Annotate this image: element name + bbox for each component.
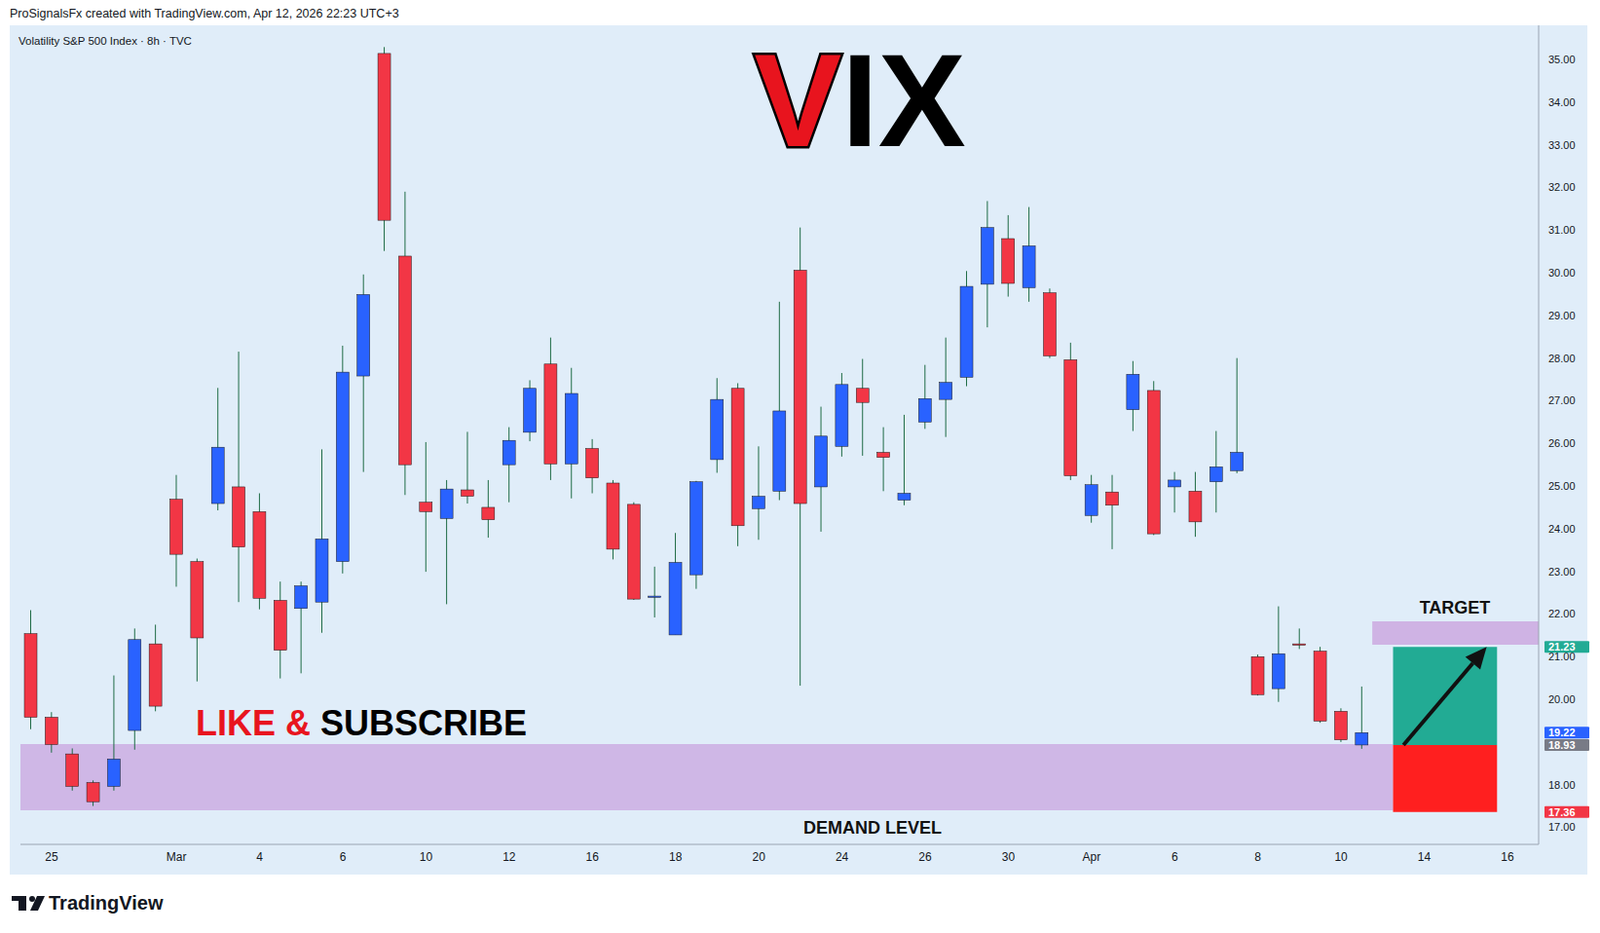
svg-text:26: 26 [918, 850, 932, 864]
svg-text:16: 16 [1500, 850, 1515, 864]
svg-text:10: 10 [419, 850, 434, 864]
svg-text:18.00: 18.00 [1548, 779, 1576, 791]
svg-text:22.00: 22.00 [1548, 607, 1576, 620]
svg-text:6: 6 [1171, 850, 1179, 864]
svg-text:25: 25 [44, 850, 59, 864]
svg-text:ProSignalsFx created with Trad: ProSignalsFx created with TradingView.co… [9, 6, 400, 21]
svg-text:32.00: 32.00 [1548, 181, 1576, 193]
svg-text:Volatility S&P 500 Index · 8h: Volatility S&P 500 Index · 8h · TVC [18, 35, 192, 47]
svg-text:31.00: 31.00 [1548, 223, 1576, 236]
svg-text:18: 18 [669, 850, 683, 864]
svg-text:Apr: Apr [1081, 850, 1101, 864]
svg-text:16: 16 [586, 850, 600, 864]
svg-text:19.22: 19.22 [1548, 726, 1576, 739]
svg-text:14: 14 [1417, 850, 1432, 864]
svg-text:21.23: 21.23 [1548, 640, 1576, 653]
svg-text:34.00: 34.00 [1548, 96, 1576, 109]
svg-text:30: 30 [1002, 850, 1016, 864]
svg-text:21.00: 21.00 [1548, 650, 1576, 663]
svg-text:20.00: 20.00 [1548, 693, 1576, 706]
svg-text:18.93: 18.93 [1548, 739, 1576, 751]
svg-text:26.00: 26.00 [1548, 437, 1576, 449]
svg-text:29.00: 29.00 [1548, 309, 1576, 322]
svg-text:17.36: 17.36 [1548, 806, 1576, 819]
svg-text:DEMAND LEVEL: DEMAND LEVEL [803, 818, 942, 838]
svg-text:35.00: 35.00 [1548, 53, 1576, 66]
svg-text:6: 6 [339, 850, 347, 864]
svg-text:33.00: 33.00 [1548, 139, 1576, 151]
svg-text:20: 20 [751, 850, 766, 864]
svg-text:TradingView: TradingView [48, 892, 164, 914]
svg-text:28.00: 28.00 [1548, 352, 1576, 365]
svg-text:LIKE & SUBSCRIBE: LIKE & SUBSCRIBE [195, 703, 527, 744]
svg-text:25.00: 25.00 [1548, 480, 1576, 492]
svg-text:TARGET: TARGET [1419, 597, 1491, 618]
svg-text:Mar: Mar [166, 850, 187, 864]
svg-text:8: 8 [1254, 850, 1262, 864]
svg-text:24.00: 24.00 [1548, 522, 1576, 535]
svg-text:12: 12 [502, 850, 517, 864]
svg-text:23.00: 23.00 [1548, 565, 1576, 578]
svg-text:24: 24 [835, 850, 850, 864]
svg-text:VIX: VIX [753, 27, 967, 175]
svg-text:10: 10 [1334, 850, 1348, 864]
svg-text:27.00: 27.00 [1548, 394, 1576, 407]
svg-text:30.00: 30.00 [1548, 266, 1576, 279]
svg-text:17.00: 17.00 [1548, 820, 1576, 833]
svg-text:4: 4 [256, 850, 263, 864]
